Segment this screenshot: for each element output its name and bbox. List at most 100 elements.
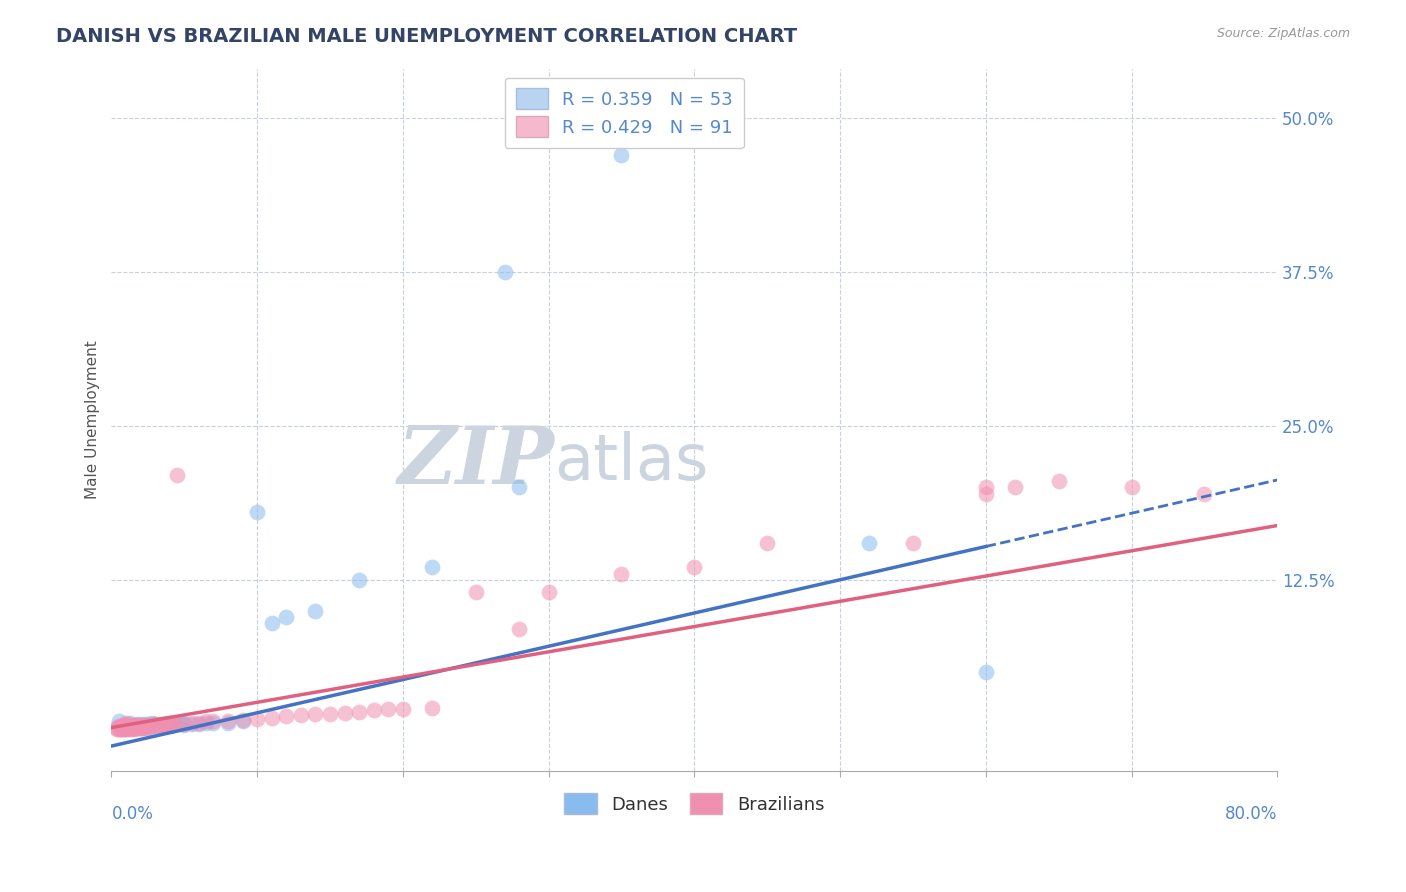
Point — [347, 573, 370, 587]
Point — [131, 719, 153, 733]
Point — [122, 721, 145, 735]
Point — [276, 609, 298, 624]
Point — [420, 701, 443, 715]
Point — [132, 718, 155, 732]
Point — [107, 719, 129, 733]
Point — [148, 717, 170, 731]
Point — [114, 719, 136, 733]
Point — [115, 721, 138, 735]
Point — [146, 718, 169, 732]
Point — [217, 714, 239, 729]
Point — [114, 722, 136, 736]
Point — [136, 717, 159, 731]
Point — [115, 715, 138, 730]
Point — [120, 718, 142, 732]
Point — [202, 714, 225, 729]
Point — [149, 718, 172, 732]
Point — [127, 717, 149, 731]
Point — [1004, 480, 1026, 494]
Point — [195, 714, 218, 729]
Text: atlas: atlas — [554, 431, 709, 492]
Point — [120, 721, 142, 735]
Point — [494, 265, 516, 279]
Point — [319, 706, 342, 721]
Point — [112, 718, 135, 732]
Point — [155, 718, 177, 732]
Point — [112, 721, 135, 735]
Text: Source: ZipAtlas.com: Source: ZipAtlas.com — [1216, 27, 1350, 40]
Point — [112, 721, 135, 735]
Point — [134, 719, 156, 733]
Point — [129, 718, 152, 732]
Point — [142, 718, 165, 732]
Point — [166, 468, 188, 483]
Point — [159, 719, 181, 733]
Point — [165, 715, 187, 730]
Point — [304, 706, 326, 721]
Point — [156, 715, 179, 730]
Point — [135, 721, 157, 735]
Point — [260, 711, 283, 725]
Point — [108, 719, 131, 733]
Point — [110, 719, 132, 733]
Point — [195, 715, 218, 730]
Point — [125, 718, 148, 732]
Legend: Danes, Brazilians: Danes, Brazilians — [554, 782, 835, 825]
Point — [246, 505, 269, 519]
Point — [141, 719, 163, 733]
Point — [464, 585, 486, 599]
Point — [132, 717, 155, 731]
Point — [377, 702, 399, 716]
Point — [125, 721, 148, 735]
Point — [135, 718, 157, 732]
Point — [108, 722, 131, 736]
Point — [166, 717, 188, 731]
Point — [260, 615, 283, 630]
Point — [122, 718, 145, 732]
Text: 0.0%: 0.0% — [111, 805, 153, 823]
Point — [683, 560, 706, 574]
Point — [508, 622, 530, 636]
Point — [120, 715, 142, 730]
Point — [129, 721, 152, 735]
Point — [107, 722, 129, 736]
Point — [187, 715, 209, 730]
Point — [159, 715, 181, 730]
Point — [122, 721, 145, 735]
Point — [124, 719, 146, 733]
Point — [392, 702, 415, 716]
Point — [420, 560, 443, 574]
Point — [141, 715, 163, 730]
Point — [139, 719, 162, 733]
Point — [173, 717, 195, 731]
Point — [124, 719, 146, 733]
Point — [141, 718, 163, 732]
Point — [202, 715, 225, 730]
Point — [162, 717, 184, 731]
Point — [115, 722, 138, 736]
Point — [156, 717, 179, 731]
Point — [121, 719, 143, 733]
Text: 80.0%: 80.0% — [1225, 805, 1277, 823]
Point — [610, 566, 633, 581]
Point — [974, 480, 997, 494]
Point — [901, 536, 924, 550]
Point — [118, 721, 141, 735]
Point — [756, 536, 779, 550]
Point — [173, 715, 195, 730]
Point — [115, 719, 138, 733]
Point — [124, 722, 146, 736]
Point — [170, 715, 193, 730]
Point — [1047, 474, 1070, 488]
Point — [232, 714, 254, 729]
Point — [139, 718, 162, 732]
Point — [610, 147, 633, 161]
Point — [132, 721, 155, 735]
Point — [974, 665, 997, 680]
Point — [290, 708, 312, 723]
Text: DANISH VS BRAZILIAN MALE UNEMPLOYMENT CORRELATION CHART: DANISH VS BRAZILIAN MALE UNEMPLOYMENT CO… — [56, 27, 797, 45]
Point — [152, 717, 174, 731]
Point — [121, 722, 143, 736]
Point — [232, 713, 254, 727]
Point — [159, 718, 181, 732]
